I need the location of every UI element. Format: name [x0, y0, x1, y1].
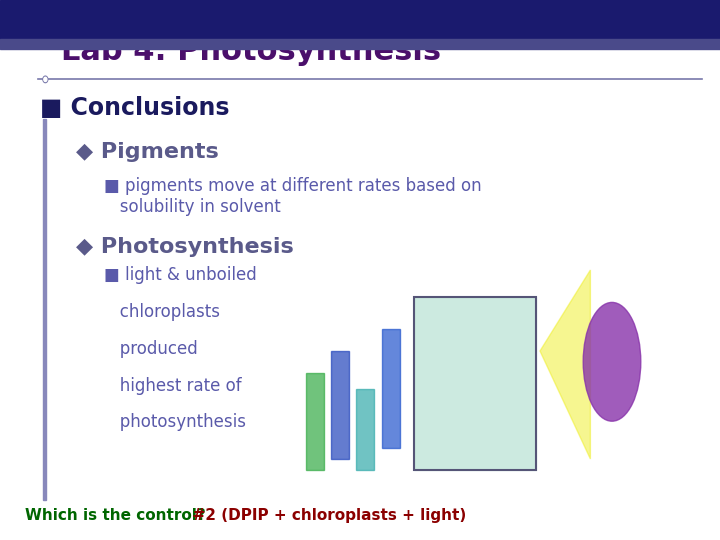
Text: produced: produced	[104, 340, 198, 358]
Ellipse shape	[44, 77, 47, 82]
Bar	[414, 297, 536, 470]
Text: ◆ Photosynthesis: ◆ Photosynthesis	[76, 237, 293, 257]
Bar	[43, 119, 46, 500]
Bar	[0, 0, 720, 39]
Polygon shape	[540, 270, 590, 459]
Text: ■ Conclusions: ■ Conclusions	[40, 96, 229, 120]
Text: chloroplasts: chloroplasts	[104, 303, 220, 321]
Text: Which is the control?: Which is the control?	[25, 508, 206, 523]
Bar	[331, 351, 349, 459]
Bar	[382, 329, 400, 448]
Ellipse shape	[583, 302, 641, 421]
Ellipse shape	[43, 76, 48, 83]
Text: #2 (DPIP + chloroplasts + light): #2 (DPIP + chloroplasts + light)	[182, 508, 467, 523]
Text: solubility in solvent: solubility in solvent	[104, 198, 281, 216]
Text: ■ light & unboiled: ■ light & unboiled	[104, 266, 257, 285]
Bar	[306, 373, 324, 470]
Bar	[0, 39, 720, 49]
Text: highest rate of: highest rate of	[104, 376, 242, 395]
Text: photosynthesis: photosynthesis	[104, 413, 246, 431]
Text: Lab 4: Photosynthesis: Lab 4: Photosynthesis	[61, 37, 441, 66]
Text: ■ pigments move at different rates based on: ■ pigments move at different rates based…	[104, 177, 482, 195]
Bar	[414, 297, 536, 470]
Bar	[356, 389, 374, 470]
Text: ◆ Pigments: ◆ Pigments	[76, 142, 218, 163]
